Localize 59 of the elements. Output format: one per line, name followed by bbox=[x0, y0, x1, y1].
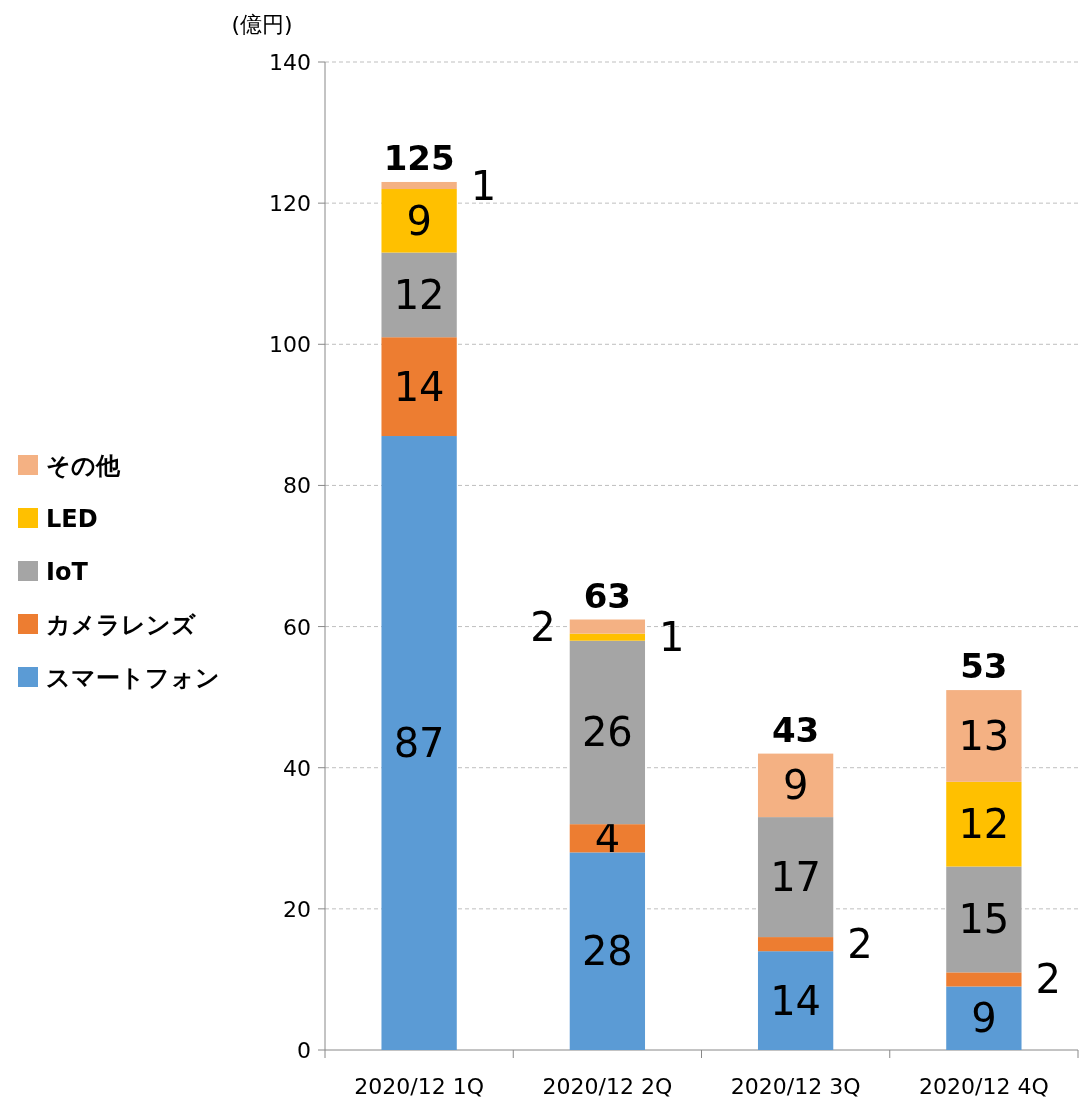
data-label: 26 bbox=[581, 709, 633, 756]
y-tick-label: 20 bbox=[283, 896, 311, 922]
x-tick-label: 2020/12 3Q bbox=[730, 1074, 861, 1099]
total-label: 43 bbox=[771, 709, 820, 750]
data-label: 1 bbox=[659, 614, 685, 661]
y-tick-label: 120 bbox=[269, 191, 311, 217]
total-label: 53 bbox=[960, 646, 1008, 687]
bar bbox=[946, 986, 1022, 1050]
bar bbox=[946, 690, 1022, 782]
data-label: 14 bbox=[393, 363, 445, 410]
y-tick-label: 100 bbox=[269, 332, 311, 358]
x-tick-label: 2020/12 2Q bbox=[542, 1074, 673, 1099]
data-label: 2 bbox=[847, 921, 873, 968]
y-axis-title: (億円) bbox=[231, 12, 293, 37]
data-label: 14 bbox=[770, 977, 822, 1024]
legend-label: LED bbox=[46, 505, 98, 533]
bar bbox=[946, 781, 1022, 867]
bar bbox=[757, 937, 834, 952]
data-label: 1 bbox=[470, 162, 497, 209]
data-label: 4 bbox=[594, 815, 621, 862]
bar bbox=[757, 817, 834, 938]
bar bbox=[381, 337, 457, 437]
bar bbox=[569, 640, 646, 825]
data-label: 2 bbox=[1035, 956, 1061, 1003]
data-label: 9 bbox=[782, 762, 809, 809]
bar bbox=[946, 866, 1022, 973]
y-tick-label: 40 bbox=[283, 755, 311, 781]
data-label: 13 bbox=[958, 712, 1010, 759]
total-label: 63 bbox=[583, 575, 632, 616]
bar bbox=[757, 753, 834, 818]
data-label: 9 bbox=[406, 197, 432, 244]
legend-label: IoT bbox=[46, 558, 89, 586]
data-label: 12 bbox=[393, 271, 445, 318]
data-label: 17 bbox=[770, 854, 822, 901]
x-tick-label: 2020/12 4Q bbox=[919, 1074, 1049, 1099]
data-label: 2 bbox=[530, 603, 556, 650]
legend-label: カメラレンズ bbox=[46, 611, 196, 639]
bar bbox=[381, 252, 457, 338]
bar bbox=[569, 852, 646, 1050]
y-tick-label: 0 bbox=[297, 1038, 311, 1063]
legend-label: スマートフォン bbox=[46, 664, 220, 692]
y-tick-label: 60 bbox=[283, 614, 311, 640]
x-tick-label: 2020/12 1Q bbox=[354, 1074, 484, 1099]
legend-label: その他 bbox=[46, 452, 121, 480]
bar bbox=[757, 951, 834, 1050]
bar bbox=[569, 633, 646, 641]
bar bbox=[381, 436, 457, 1050]
y-tick-label: 140 bbox=[269, 50, 311, 75]
bar bbox=[569, 619, 646, 634]
bar bbox=[381, 189, 457, 253]
data-label: 87 bbox=[393, 720, 445, 767]
data-label: 15 bbox=[958, 896, 1010, 943]
total-label: 125 bbox=[383, 137, 455, 178]
bar bbox=[381, 181, 457, 190]
y-tick-label: 80 bbox=[283, 473, 311, 499]
bar bbox=[946, 972, 1022, 987]
data-label: 9 bbox=[971, 995, 997, 1042]
data-label: 12 bbox=[958, 801, 1010, 848]
data-label: 28 bbox=[581, 928, 633, 975]
